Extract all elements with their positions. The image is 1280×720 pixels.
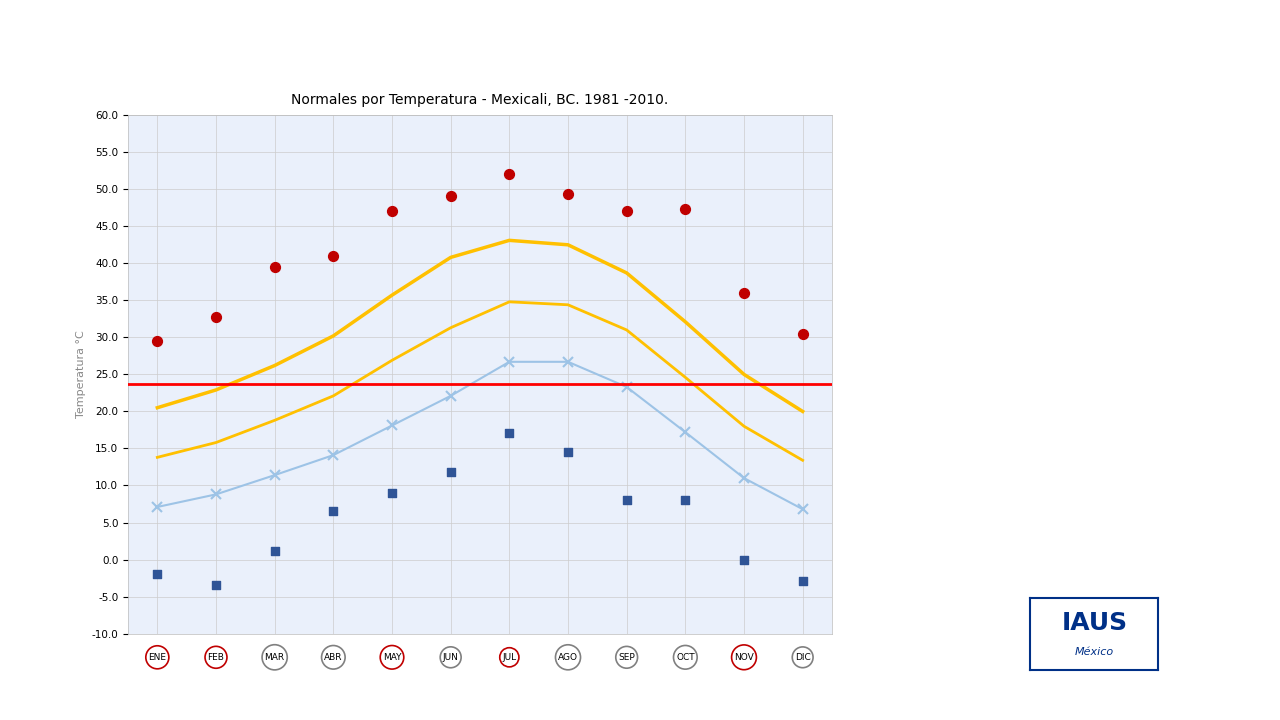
Text: México: México	[1075, 647, 1114, 657]
Point	[206, 311, 227, 323]
Point	[323, 250, 343, 261]
Y-axis label: Temperatura °C: Temperatura °C	[76, 330, 86, 418]
Point	[265, 261, 285, 273]
Text: NOV: NOV	[735, 653, 754, 662]
Point	[558, 188, 579, 199]
Point	[206, 580, 227, 591]
Text: OCT: OCT	[676, 653, 695, 662]
Text: JUL: JUL	[502, 653, 516, 662]
Point	[381, 206, 402, 217]
Title: Normales por Temperatura - Mexicali, BC. 1981 -2010.: Normales por Temperatura - Mexicali, BC.…	[292, 93, 668, 107]
Text: FEB: FEB	[207, 653, 224, 662]
Point	[440, 190, 461, 202]
Point	[440, 467, 461, 478]
Point	[323, 505, 343, 517]
Text: JUN: JUN	[443, 653, 458, 662]
Point	[499, 427, 520, 438]
Point	[558, 446, 579, 458]
Text: ABR: ABR	[324, 653, 343, 662]
Point	[381, 487, 402, 499]
Point	[675, 203, 695, 215]
Text: MAR: MAR	[265, 653, 284, 662]
Point	[733, 554, 754, 565]
Text: ENE: ENE	[148, 653, 166, 662]
Text: AGO: AGO	[558, 653, 579, 662]
Point	[792, 575, 813, 587]
Point	[147, 569, 168, 580]
Point	[499, 168, 520, 180]
Point	[147, 336, 168, 347]
Point	[675, 495, 695, 506]
Text: IAUS: IAUS	[1061, 611, 1128, 635]
Point	[617, 205, 637, 217]
Text: DIC: DIC	[795, 653, 810, 662]
Point	[733, 287, 754, 299]
Text: SEP: SEP	[618, 653, 635, 662]
Text: MAY: MAY	[383, 653, 401, 662]
Point	[265, 545, 285, 557]
Point	[617, 495, 637, 506]
Point	[792, 328, 813, 339]
